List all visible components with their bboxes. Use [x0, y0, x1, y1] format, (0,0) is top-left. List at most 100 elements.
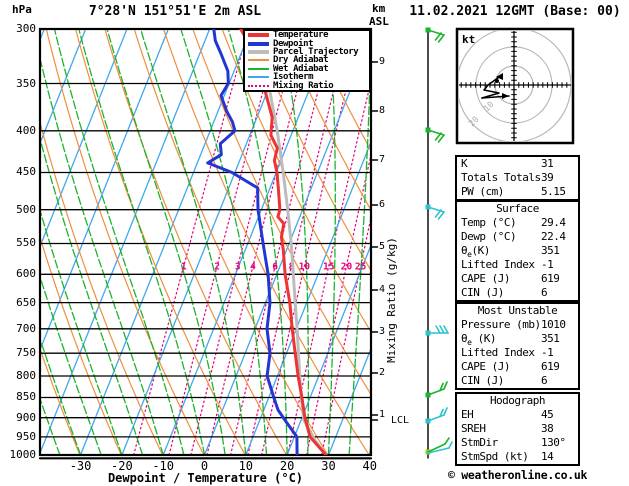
table-row: StmSpd (kt) 14	[457, 450, 578, 464]
dry-adiabat-line	[104, 29, 288, 455]
table-row: θe(K) 351	[457, 244, 578, 259]
temperature-tick-label: 30	[321, 459, 336, 473]
table-row-value: 6	[541, 286, 548, 299]
pressure-tick-label: 1000	[9, 448, 37, 461]
wet-adiabat-line	[53, 29, 185, 455]
table-row-label: Totals Totals	[461, 171, 541, 184]
table-row-label: StmDir	[461, 436, 498, 449]
mixing-ratio-line	[261, 29, 362, 455]
km-asl-tick-label: 6	[379, 199, 386, 210]
table-row-label: Lifted Index	[461, 258, 535, 271]
table-row-value: 22.4	[541, 230, 566, 243]
isotherm-line	[286, 243, 371, 455]
temperature-tick-label: 20	[279, 459, 295, 473]
table-row-value: 38	[541, 422, 554, 435]
table-row: CIN (J) 6	[457, 374, 578, 388]
table-row: Totals Totals 39	[457, 171, 578, 185]
isotherm-line	[245, 140, 371, 455]
pressure-tick-label: 450	[16, 165, 36, 179]
pressure-tick-label: 900	[16, 410, 36, 424]
pressure-tick-label: 850	[16, 390, 36, 404]
legend-row: Dewpoint	[245, 39, 369, 48]
km-asl-tick-label: 1	[379, 409, 386, 420]
datetime-title: 11.02.2021 12GMT (Base: 00)	[409, 4, 621, 19]
wet-adiabat-line	[279, 29, 310, 455]
dry-adiabat-line	[280, 29, 371, 212]
table-row-value: 45	[541, 408, 554, 421]
table-row-value: 351	[541, 332, 560, 345]
pressure-tick-label: 950	[16, 429, 36, 443]
table-row: CIN (J) 6	[457, 286, 578, 300]
hodograph-trace	[481, 74, 503, 99]
temperature-tick-label: 10	[238, 459, 254, 473]
mixing-ratio-label: 2	[214, 262, 220, 273]
pressure-tick-label: 300	[16, 22, 36, 35]
stats-table: K 31 Totals Totals 39 PW (cm) 5.15	[455, 155, 580, 201]
km-asl-tick-label: 8	[379, 105, 386, 116]
wind-barb	[425, 127, 445, 143]
table-row-label: CAPE (J)	[461, 360, 510, 373]
temperature-curve	[239, 29, 328, 455]
table-row-value: 6	[541, 374, 548, 387]
km-axis-unit: km	[372, 2, 386, 15]
legend-swatch-thick	[248, 41, 269, 46]
stats-table: Surface Temp (°C) 29.4 Dewp (°C) 22.4 θe(K) 35…	[455, 200, 580, 302]
temperature-tick-label: -20	[111, 459, 133, 473]
asl-axis-unit: ASL	[369, 15, 389, 28]
mixing-ratio-label: 3	[235, 262, 241, 273]
table-row: θe (K) 351	[457, 332, 578, 347]
legend-swatch-thick	[248, 49, 269, 54]
wind-barb-column	[425, 27, 453, 459]
table-row-label: K	[461, 157, 468, 170]
km-asl-tick-label: 5	[379, 241, 386, 252]
dry-adiabat-line	[40, 346, 81, 455]
table-row-value: 619	[541, 272, 560, 285]
mixing-ratio-axis-title: Mixing Ratio (g/kg)	[385, 237, 398, 363]
table-row-label: StmSpd (kt)	[461, 450, 529, 463]
wet-adiabat-line	[227, 29, 288, 455]
pressure-tick-label: 550	[16, 236, 36, 250]
table-row-label: θe(K)	[461, 244, 490, 260]
hodograph-arrowhead	[502, 93, 509, 99]
mixing-ratio-label: 15	[323, 262, 335, 273]
mixing-ratio-label: 6	[272, 262, 278, 273]
table-row: Dewp (°C) 22.4	[457, 230, 578, 244]
pressure-tick-label: 700	[16, 321, 36, 335]
km-asl-tick-label: 2	[379, 367, 386, 378]
wind-barb	[425, 381, 448, 398]
wind-barb	[425, 325, 449, 336]
table-row: SREH 38	[457, 422, 578, 436]
wet-adiabat-line	[78, 29, 206, 455]
wet-adiabat-line	[348, 29, 371, 455]
pressure-tick-label: 400	[16, 123, 36, 137]
legend-row: Isotherm	[245, 73, 369, 82]
isotherm-line	[327, 346, 371, 455]
pressure-axis-unit: hPa	[12, 3, 32, 16]
sounding-curves	[206, 29, 328, 455]
wet-adiabat-line	[180, 29, 268, 455]
dewpoint-curve	[206, 29, 299, 455]
legend-label: Parcel Trajectory	[273, 46, 359, 57]
legend-label: Wet Adiabat	[273, 63, 329, 74]
wind-barb	[425, 204, 445, 220]
wet-adiabat-line	[327, 29, 336, 455]
hodograph-origin-dot	[495, 79, 499, 83]
table-row-value: 31	[541, 157, 554, 170]
pressure-tick-label: 600	[16, 267, 36, 281]
km-asl-tick-label: 4	[379, 284, 386, 295]
km-asl-tick-label: 9	[379, 56, 386, 67]
legend-label: Mixing Ratio	[273, 80, 334, 91]
isotherm-line	[40, 29, 169, 352]
table-row-label: θe (K)	[461, 332, 496, 348]
footer-credit: © weatheronline.co.uk	[448, 468, 588, 482]
legend-swatch-thick	[248, 33, 269, 38]
table-row: Lifted Index -1	[457, 258, 578, 272]
table-row-label: Temp (°C)	[461, 216, 517, 229]
legend-swatch-thin	[248, 67, 269, 70]
legend-swatch-dotted	[248, 84, 269, 87]
table-row: EH 45	[457, 408, 578, 422]
table-row-label: CAPE (J)	[461, 272, 510, 285]
